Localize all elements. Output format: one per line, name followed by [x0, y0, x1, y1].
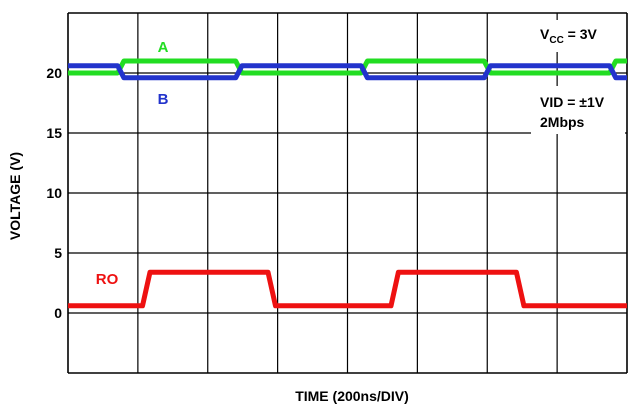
y-tick-label: 0 [54, 305, 62, 321]
series-label-ro: RO [96, 271, 119, 288]
y-axis-title: VOLTAGE (V) [7, 152, 23, 240]
y-tick-label: 15 [46, 125, 62, 141]
y-tick-label: 10 [46, 185, 62, 201]
y-tick-label: 5 [54, 245, 62, 261]
series-label-a: A [158, 39, 169, 56]
vid-annotation: VID = ±1V [540, 94, 605, 110]
rate-annotation: 2Mbps [540, 114, 585, 130]
vcc-label-background [531, 20, 625, 52]
series-line-ro [68, 269, 627, 309]
chart-traces [68, 58, 627, 309]
vcc-annotation: VCC = 3V [540, 26, 598, 46]
series-label-b: B [158, 91, 169, 108]
y-tick-label: 20 [46, 65, 62, 81]
y-tick-labels: 20 15 10 5 0 [46, 65, 62, 321]
x-axis-title: TIME (200ns/DIV) [295, 388, 409, 404]
series-line-b [68, 63, 627, 81]
vid-label-background [531, 86, 625, 134]
chart-grid [67, 12, 628, 374]
